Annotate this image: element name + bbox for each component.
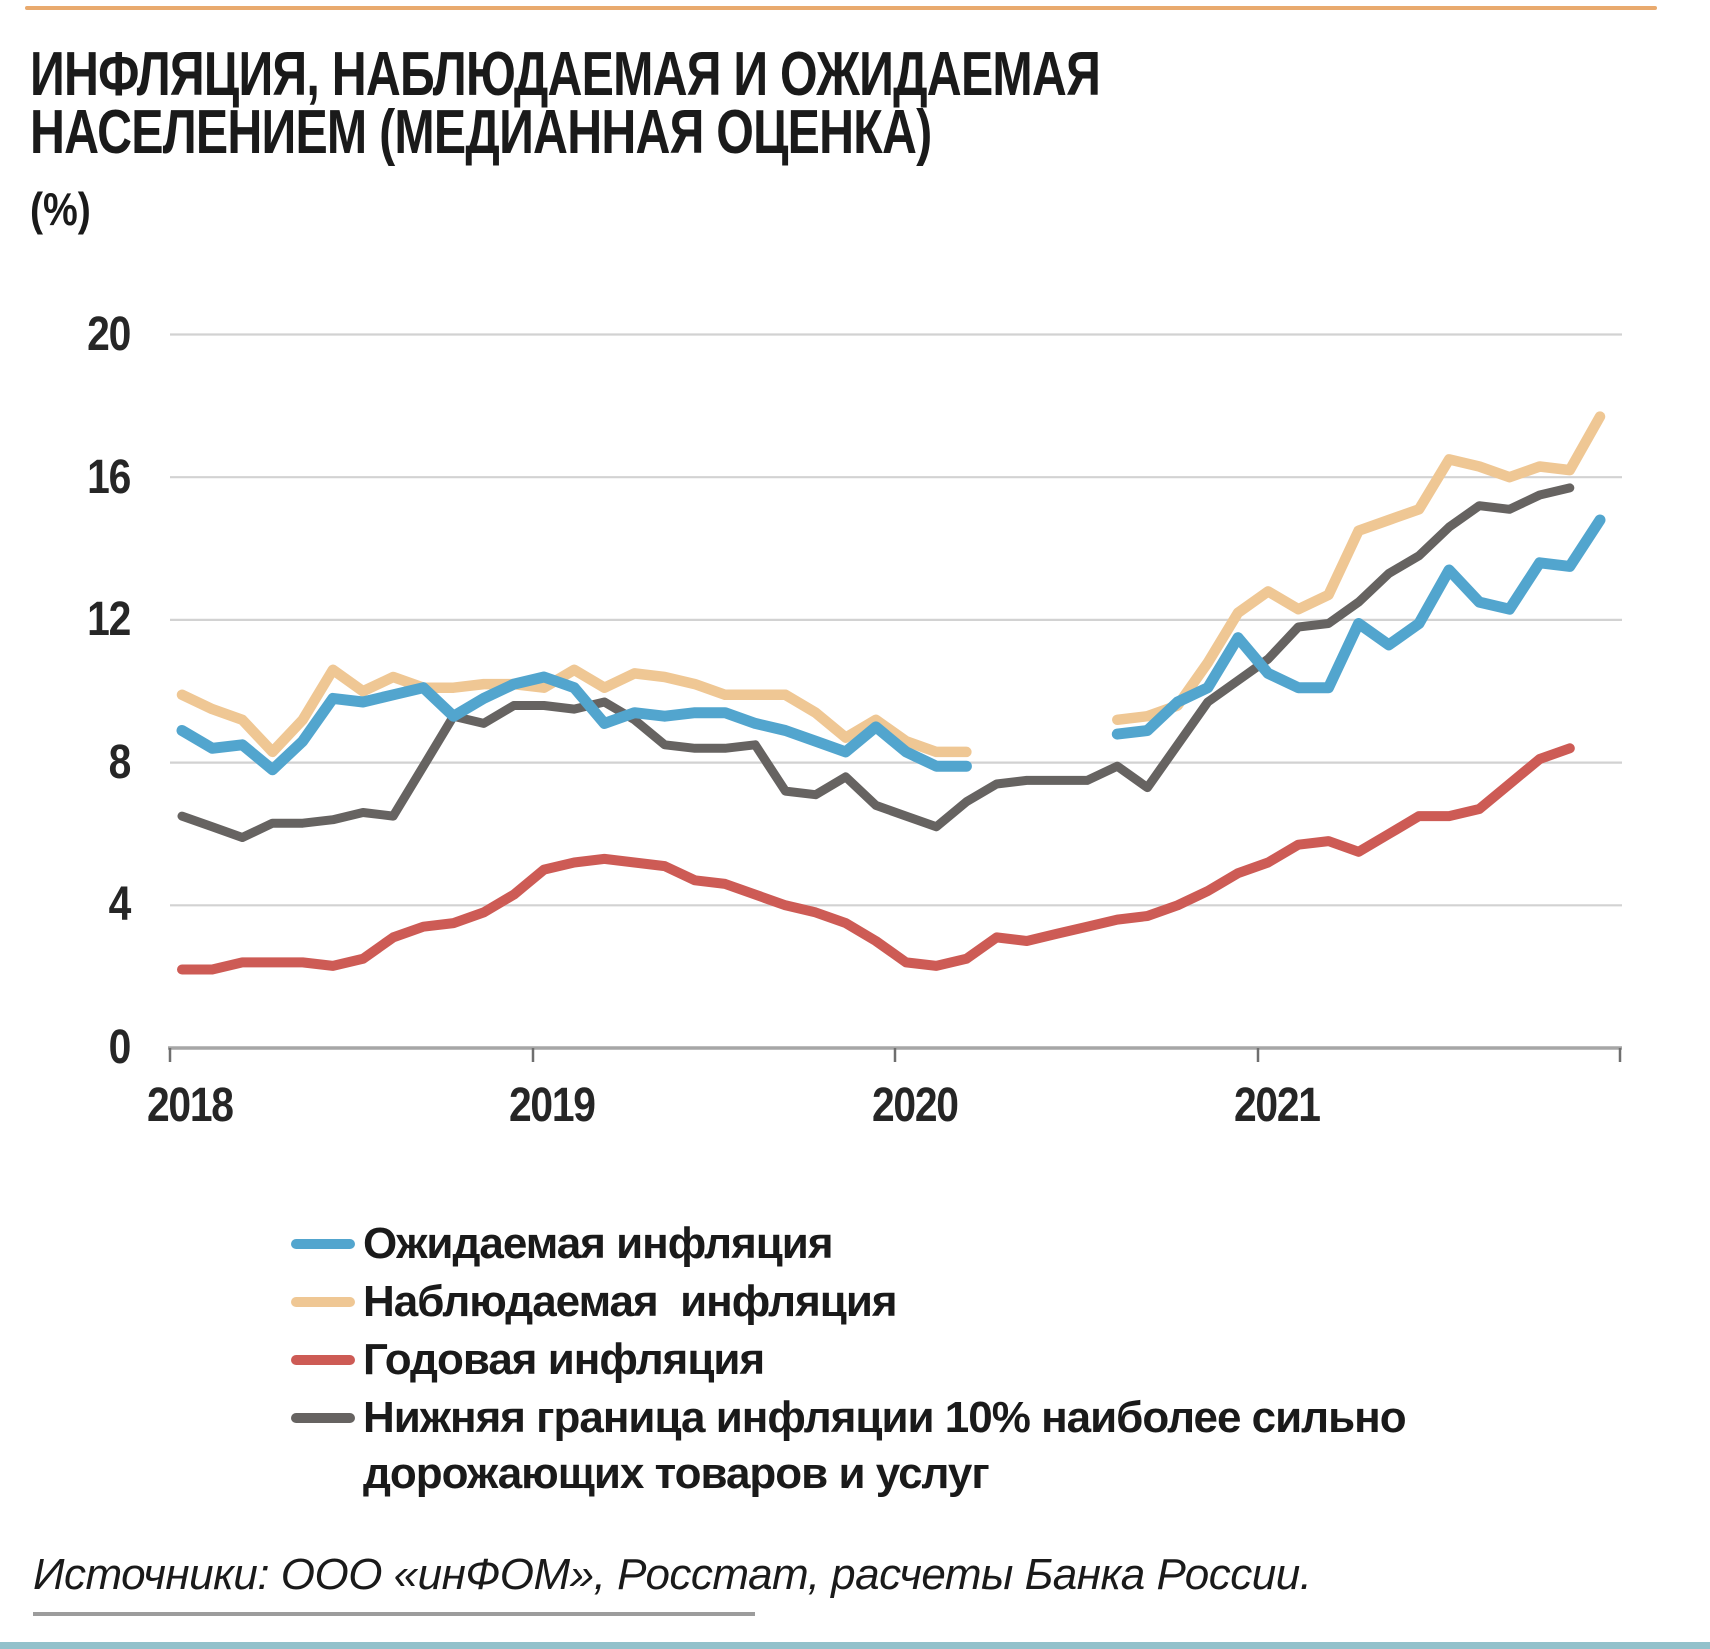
legend-swatch-annual bbox=[291, 1355, 355, 1365]
legend-item-annual-inflation: Годовая инфляция bbox=[291, 1332, 1483, 1388]
series-line-0 bbox=[1111, 514, 1606, 740]
legend-item-expected-inflation: Ожидаемая инфляция bbox=[291, 1216, 1483, 1272]
legend-item-observed-inflation: Наблюдаемая инфляция bbox=[291, 1274, 1483, 1330]
x-axis-year-label: 2018 bbox=[147, 1079, 234, 1132]
y-axis-tick-label: 12 bbox=[87, 593, 131, 646]
series-line-1 bbox=[176, 664, 972, 758]
unit-label: (%) bbox=[30, 183, 91, 235]
series-line-3 bbox=[177, 483, 1575, 842]
source-attribution: Источники: ООО «инФОМ», Росстат, расчеты… bbox=[33, 1550, 1312, 1599]
x-axis-year-label: 2020 bbox=[872, 1079, 959, 1132]
y-axis-tick-label: 20 bbox=[87, 308, 131, 361]
accent-rule-top bbox=[25, 6, 1657, 10]
y-axis-tick-label: 16 bbox=[87, 451, 131, 504]
x-axis-year-label: 2019 bbox=[509, 1079, 596, 1132]
legend-label-lower-bound: Нижняя граница инфляции 10% наиболее сил… bbox=[363, 1393, 1417, 1498]
y-axis-tick-label: 4 bbox=[108, 878, 132, 931]
accent-rule-bottom bbox=[0, 1642, 1710, 1649]
series-line-2 bbox=[177, 743, 1575, 975]
y-axis-tick-label: 8 bbox=[108, 736, 132, 789]
series-line-1 bbox=[1112, 411, 1606, 726]
legend-label-expected: Ожидаемая инфляция bbox=[363, 1219, 834, 1268]
legend-swatch-lower-bound bbox=[291, 1413, 355, 1423]
chart-title-line1: ИНФЛЯЦИЯ, НАБЛЮДАЕМАЯ И ОЖИДАЕМАЯ bbox=[30, 40, 1101, 109]
legend-swatch-expected bbox=[291, 1239, 355, 1249]
source-underline-rule bbox=[33, 1612, 755, 1616]
x-axis-year-label: 2021 bbox=[1234, 1079, 1321, 1132]
series-line-0 bbox=[176, 671, 972, 776]
legend-label-annual: Годовая инфляция bbox=[363, 1335, 765, 1384]
legend-label-observed: Наблюдаемая инфляция bbox=[363, 1277, 898, 1326]
y-axis-tick-label: 0 bbox=[108, 1021, 132, 1074]
chart-title-line2: НАСЕЛЕНИЕМ (МЕДИАННАЯ ОЦЕНКА) bbox=[30, 98, 932, 167]
chart-title: ИНФЛЯЦИЯ, НАБЛЮДАЕМАЯ И ОЖИДАЕМАЯ НАСЕЛЕ… bbox=[30, 40, 1101, 167]
legend-swatch-observed bbox=[291, 1297, 355, 1307]
legend: Ожидаемая инфляция Наблюдаемая инфляция … bbox=[291, 1216, 1483, 1504]
legend-item-lower-bound-10pct: Нижняя граница инфляции 10% наиболее сил… bbox=[291, 1390, 1483, 1502]
